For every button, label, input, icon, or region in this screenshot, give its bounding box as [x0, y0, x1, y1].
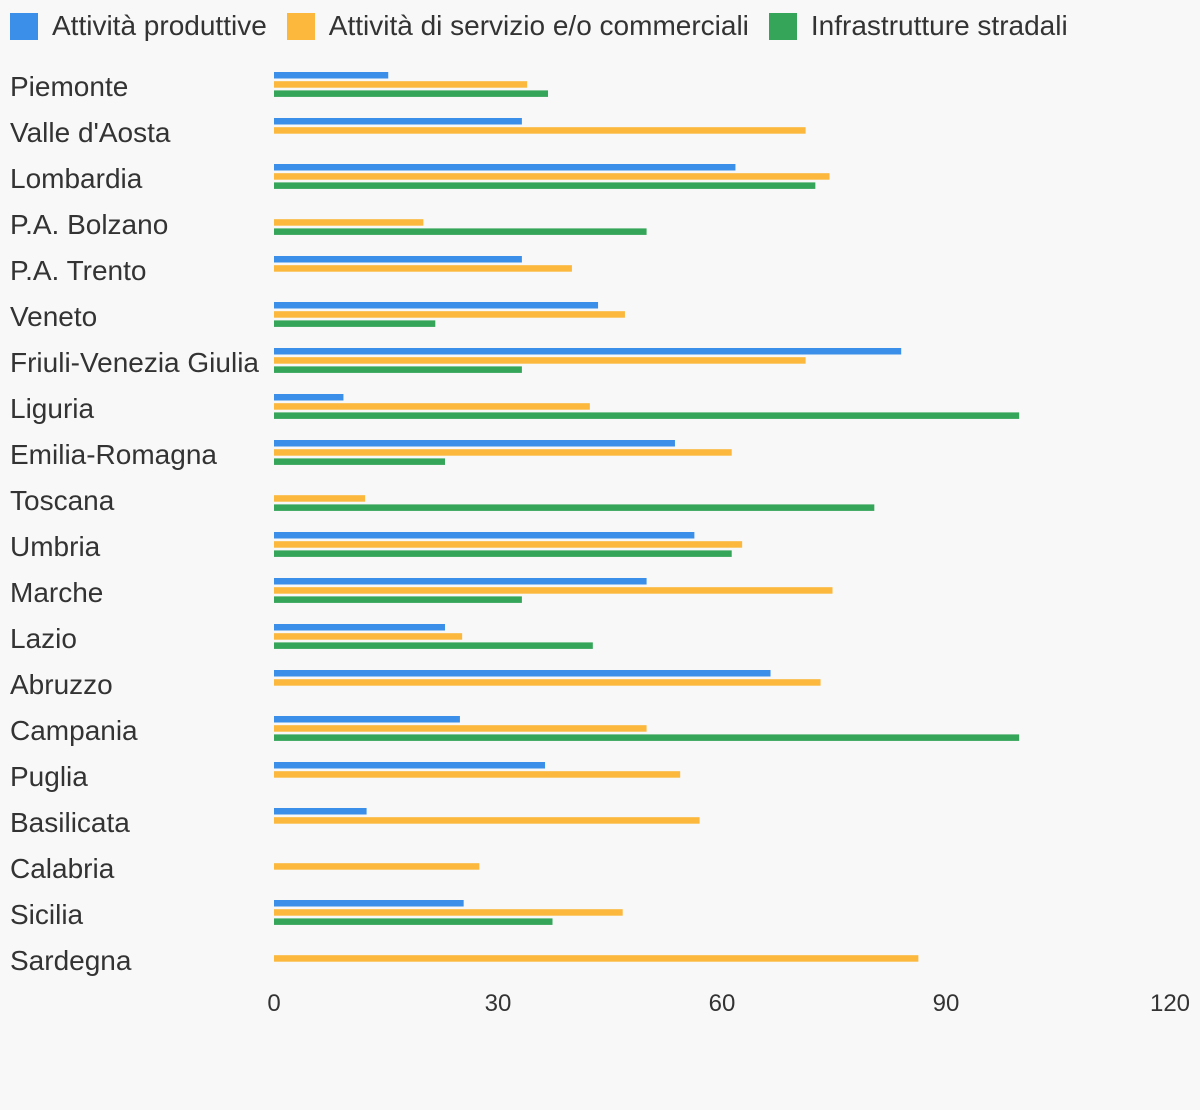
legend-swatch — [768, 12, 797, 40]
bar — [274, 127, 806, 134]
x-tick-label: 60 — [709, 990, 736, 1017]
bar — [274, 118, 522, 125]
bar — [274, 302, 599, 309]
bar — [274, 670, 771, 677]
category-label: Emilia-Romagna — [10, 439, 217, 470]
category-label: Piemonte — [10, 71, 128, 102]
x-tick-label: 30 — [485, 990, 512, 1017]
bar — [274, 348, 902, 355]
category-label: Puglia — [10, 761, 88, 792]
bar — [274, 587, 833, 594]
category-label: Veneto — [10, 301, 97, 332]
bar — [274, 532, 695, 539]
bar — [274, 725, 647, 732]
category-label: P.A. Bolzano — [10, 209, 168, 240]
bar — [274, 863, 480, 870]
bar — [274, 679, 821, 686]
bar — [274, 449, 732, 456]
legend-swatch — [10, 12, 38, 40]
bar — [274, 734, 1020, 741]
bar — [274, 357, 806, 364]
category-label: Lazio — [10, 623, 77, 654]
bar — [274, 403, 590, 410]
bar — [274, 596, 522, 603]
category-label: Valle d'Aosta — [10, 117, 171, 148]
bar — [274, 228, 647, 235]
bar — [274, 320, 436, 327]
bar — [274, 900, 464, 907]
category-label: Toscana — [10, 485, 115, 516]
bar — [274, 633, 463, 640]
bar — [274, 72, 389, 79]
bar — [274, 955, 919, 962]
bar — [274, 173, 830, 180]
x-tick-label: 120 — [1150, 990, 1190, 1017]
bar — [274, 182, 816, 189]
legend-item: Infrastrutture stradali — [768, 10, 1068, 42]
bar — [274, 265, 572, 272]
bar — [274, 412, 1020, 419]
bar — [274, 90, 549, 97]
category-label: P.A. Trento — [10, 255, 146, 286]
bar — [274, 578, 647, 585]
bar — [274, 808, 367, 815]
bar — [274, 458, 445, 465]
category-label: Liguria — [10, 393, 94, 424]
bar — [274, 440, 675, 447]
category-label: Abruzzo — [10, 669, 113, 700]
bar — [274, 164, 736, 171]
bar — [274, 624, 445, 631]
category-label: Campania — [10, 715, 138, 746]
bar — [274, 219, 424, 226]
legend-label: Attività produttive — [52, 10, 267, 41]
bar — [274, 762, 546, 769]
x-tick-label: 90 — [933, 990, 960, 1017]
bar — [274, 716, 460, 723]
bar — [274, 394, 344, 401]
bar — [274, 81, 528, 88]
chart-legend: Attività produttive Attività di servizio … — [10, 8, 1088, 44]
bar — [274, 504, 875, 511]
bar — [274, 541, 743, 548]
category-label: Marche — [10, 577, 103, 608]
legend-item: Attività di servizio e/o commerciali — [286, 10, 749, 42]
legend-item: Attività produttive — [10, 10, 267, 42]
bar — [274, 642, 593, 649]
bar — [274, 366, 522, 373]
category-label: Calabria — [10, 853, 115, 884]
bar — [274, 311, 625, 318]
category-label: Friuli-Venezia Giulia — [10, 347, 259, 378]
legend-label: Attività di servizio e/o commerciali — [328, 10, 749, 41]
category-label: Umbria — [10, 531, 101, 562]
category-label: Basilicata — [10, 807, 130, 838]
category-label: Sicilia — [10, 899, 84, 930]
x-tick-label: 0 — [267, 990, 280, 1017]
bar — [274, 256, 522, 263]
legend-swatch — [286, 12, 315, 40]
category-label: Sardegna — [10, 945, 132, 976]
bar — [274, 495, 366, 502]
legend-label: Infrastrutture stradali — [810, 10, 1068, 41]
bar — [274, 771, 681, 778]
bar — [274, 909, 623, 916]
bar — [274, 817, 700, 824]
bar — [274, 918, 553, 925]
category-label: Lombardia — [10, 163, 143, 194]
bar — [274, 550, 732, 557]
